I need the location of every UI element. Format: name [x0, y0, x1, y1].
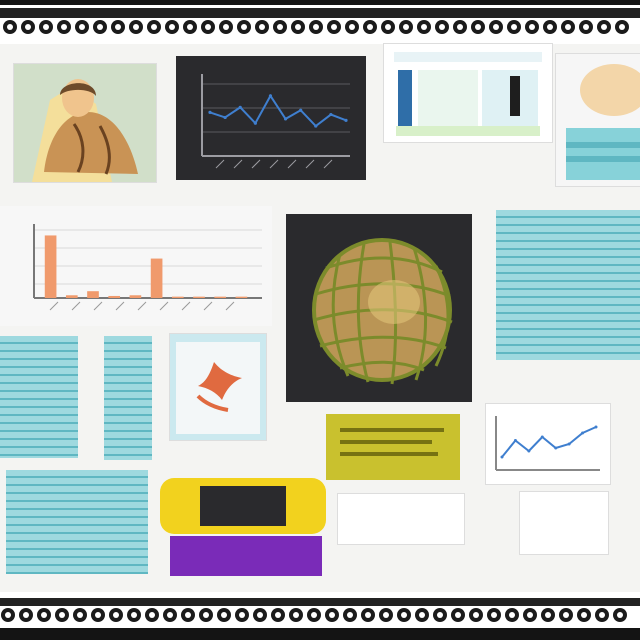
bar-J: [235, 296, 248, 298]
teal-table-panel: [6, 470, 148, 574]
dark-line-chart: [176, 56, 366, 180]
white-line-point-6: [567, 442, 571, 446]
bar-F: [150, 258, 163, 298]
olive-note-panel: [326, 414, 460, 480]
specimen-illustration: [170, 334, 266, 440]
dark-line-point-10: [344, 118, 348, 122]
bar-A: [44, 235, 57, 298]
dark-line-point-3: [238, 105, 242, 109]
bar-chart: [0, 206, 272, 326]
top-right-dashboard-panel: [384, 44, 552, 142]
bar-H: [193, 296, 205, 298]
bottom-band-ticks: [1, 608, 627, 622]
olive-note: [326, 414, 460, 480]
top-band-bar: [0, 8, 640, 18]
top-decorative-band: [0, 0, 640, 44]
bar-C: [87, 291, 99, 298]
dark-line-point-6: [283, 117, 288, 121]
white-line-point-2: [513, 439, 517, 442]
top-band-ticks: [3, 20, 629, 34]
white-line-series-line: [501, 426, 597, 458]
mesh-sphere: [286, 214, 472, 402]
dark-line-point-7: [299, 108, 303, 112]
right-top-image-panel: [556, 54, 640, 186]
bottom-band-edge: [0, 628, 640, 640]
yellow-capsule: [160, 478, 326, 534]
person-illustration: [14, 64, 156, 182]
right-top-image: [556, 54, 640, 186]
white-line-point-5: [554, 446, 558, 450]
purple-bar: [170, 536, 322, 576]
dark-line-point-9: [329, 112, 333, 117]
right-teal-panel: [496, 210, 640, 360]
white-line-chart: [486, 404, 610, 484]
dark-line-point-5: [268, 94, 273, 98]
dark-line-chart-panel: [176, 56, 366, 180]
bar-E: [129, 295, 142, 298]
mesh-sphere-panel: [286, 214, 472, 402]
bar-B: [65, 295, 78, 298]
dark-line-series-line: [209, 93, 347, 128]
document-card-1: [338, 494, 464, 544]
white-line-point-7: [581, 431, 585, 435]
left-teal-card-1: [0, 336, 78, 458]
bar-chart-panel: [0, 206, 272, 326]
white-line-point-3: [527, 449, 531, 453]
bar-G: [171, 296, 184, 298]
dark-line-point-1: [208, 110, 212, 114]
capsule-screen: [200, 486, 286, 526]
document-card-2: [520, 492, 608, 554]
white-line-chart-panel: [486, 404, 610, 484]
top-right-dashboard: [384, 44, 552, 142]
bottom-band-bar: [0, 598, 640, 606]
dark-line-point-8: [314, 124, 318, 128]
bar-I: [214, 296, 227, 298]
white-line-point-1: [500, 455, 504, 459]
person-illustration-panel: [14, 64, 156, 182]
left-teal-card-2: [104, 336, 152, 460]
bottom-decorative-band: [0, 592, 640, 640]
white-line-point-8: [594, 425, 598, 429]
top-band-edge: [0, 0, 640, 5]
dark-line-point-4: [253, 121, 257, 125]
specimen-card: [170, 334, 266, 440]
dark-line-point-2: [223, 115, 227, 120]
bar-D: [108, 295, 121, 298]
white-line-point-4: [540, 435, 544, 439]
